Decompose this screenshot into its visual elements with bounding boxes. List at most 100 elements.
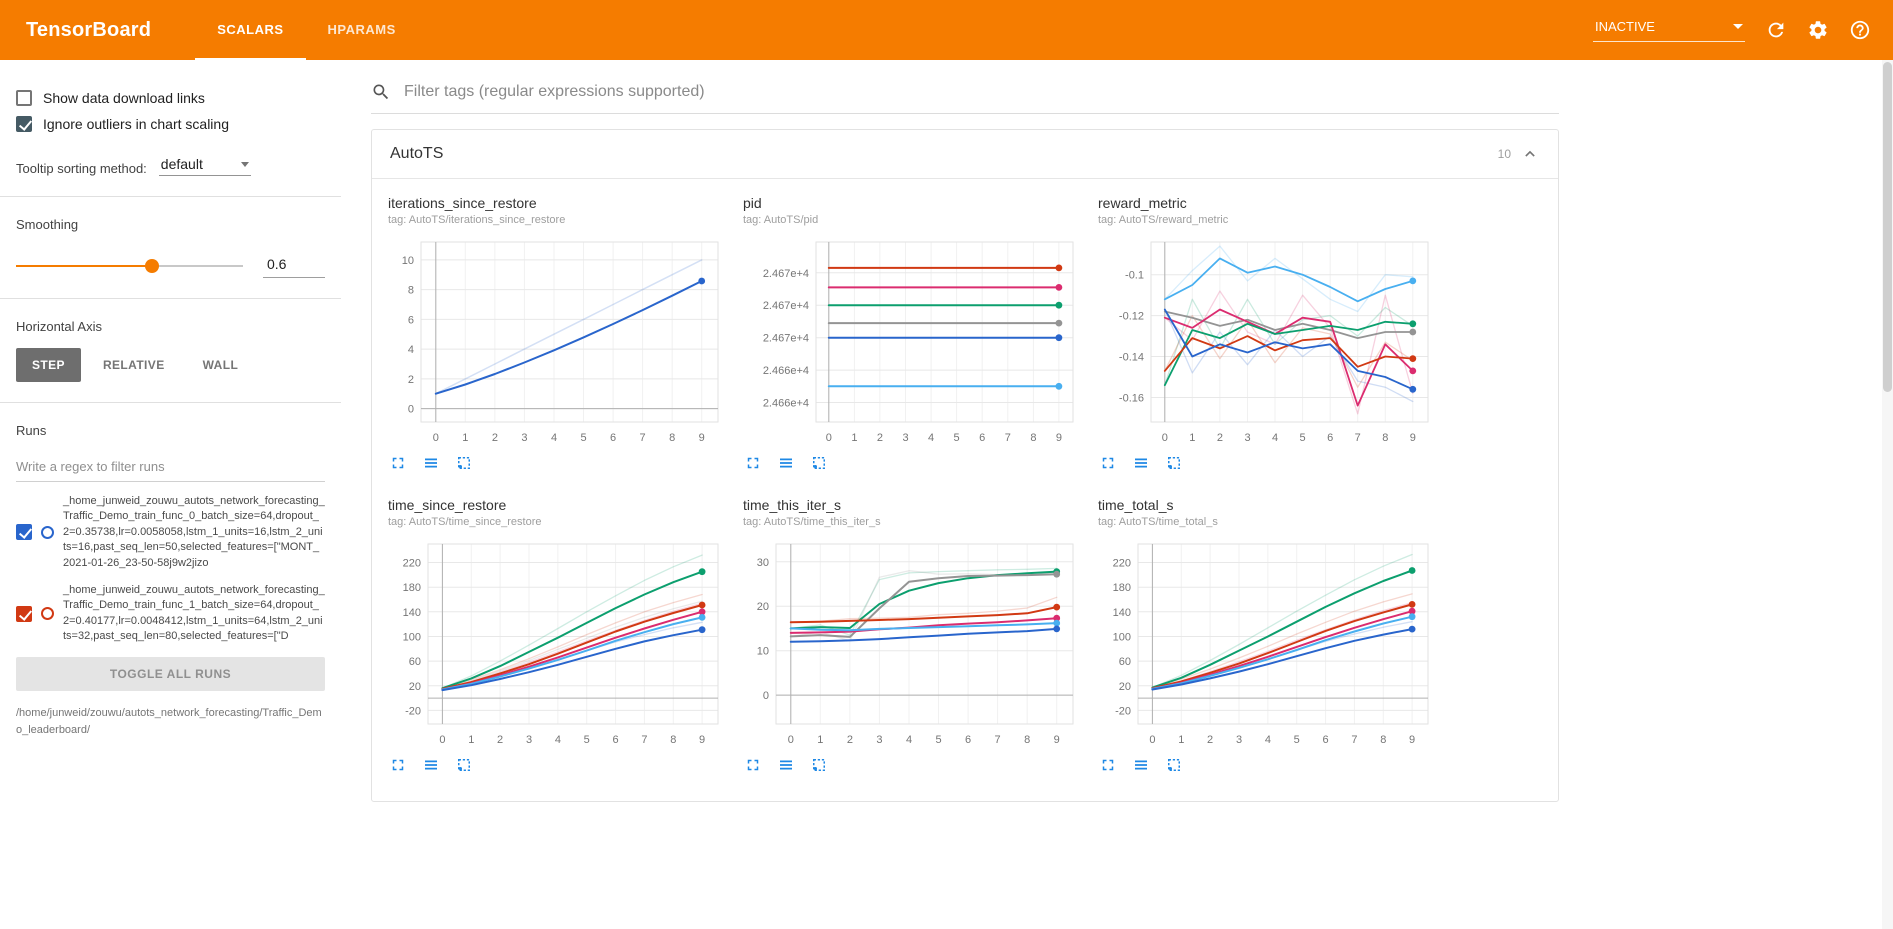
- chart-canvas[interactable]: 0 1 2 3 4 5 6 7 8 9 2.467e+4 2.467e+4 2.467e+4 2.466e…: [743, 236, 1083, 448]
- svg-text:8: 8: [669, 432, 675, 444]
- chart-actions: [1098, 755, 1443, 775]
- expand-chart-button[interactable]: [1098, 453, 1118, 473]
- svg-text:1: 1: [851, 432, 857, 444]
- chart-card: iterations_since_restore tag: AutoTS/ite…: [388, 195, 733, 473]
- runs-filter-input[interactable]: [16, 452, 325, 482]
- chart-canvas[interactable]: 0 1 2 3 4 5 6 7 8 9 -20 20 60 100 140 180 220: [388, 538, 728, 750]
- fit-domain-button[interactable]: [1164, 755, 1184, 775]
- svg-text:1: 1: [462, 432, 468, 444]
- svg-text:8: 8: [1380, 734, 1386, 746]
- run-selector-button[interactable]: [1131, 453, 1151, 473]
- dashboard-main: AutoTS 10 iterations_since_restore tag: …: [341, 60, 1893, 929]
- axis-step-button[interactable]: STEP: [16, 348, 81, 382]
- smoothing-value-input[interactable]: 0.6: [263, 254, 325, 278]
- show-download-links-row[interactable]: Show data download links: [16, 90, 325, 106]
- main-tabs: SCALARS HPARAMS: [195, 0, 418, 60]
- smoothing-slider[interactable]: [16, 259, 243, 273]
- run-selector-button[interactable]: [776, 755, 796, 775]
- fit-domain-button[interactable]: [809, 755, 829, 775]
- axis-relative-button[interactable]: RELATIVE: [87, 348, 181, 382]
- tooltip-sorting-select[interactable]: default: [158, 156, 251, 176]
- tab-hparams[interactable]: HPARAMS: [327, 21, 396, 37]
- svg-text:8: 8: [1030, 432, 1036, 444]
- run-selector-button[interactable]: [421, 755, 441, 775]
- category-card-autots: AutoTS 10 iterations_since_restore tag: …: [371, 129, 1559, 802]
- refresh-icon: [1768, 22, 1784, 38]
- svg-text:0: 0: [1162, 432, 1168, 444]
- svg-text:0: 0: [763, 690, 769, 702]
- toggle-all-runs-button[interactable]: TOGGLE ALL RUNS: [16, 656, 325, 691]
- svg-text:4: 4: [928, 432, 934, 444]
- category-card-header[interactable]: AutoTS 10: [372, 130, 1558, 179]
- run-radio[interactable]: [41, 607, 54, 621]
- expand-chart-button[interactable]: [743, 755, 763, 775]
- ignore-outliers-checkbox[interactable]: [16, 116, 32, 132]
- svg-text:9: 9: [1409, 734, 1415, 746]
- expand-icon: [747, 457, 759, 469]
- scrollbar-thumb[interactable]: [1883, 62, 1892, 392]
- vertical-scrollbar[interactable]: [1882, 60, 1893, 929]
- show-download-links-checkbox[interactable]: [16, 90, 32, 106]
- svg-text:4: 4: [906, 734, 912, 746]
- axis-wall-button[interactable]: WALL: [187, 348, 255, 382]
- svg-text:1: 1: [1189, 432, 1195, 444]
- svg-text:0: 0: [826, 432, 832, 444]
- expand-chart-button[interactable]: [388, 453, 408, 473]
- run-checkbox[interactable]: [16, 524, 32, 541]
- lines-icon: [425, 760, 437, 770]
- svg-text:4: 4: [1272, 432, 1278, 444]
- svg-text:2: 2: [847, 734, 853, 746]
- divider: [0, 196, 341, 197]
- refresh-button[interactable]: [1765, 19, 1787, 41]
- settings-sidebar: Show data download links Ignore outliers…: [0, 60, 341, 929]
- chevron-down-icon: [240, 161, 249, 167]
- svg-text:2.467e+4: 2.467e+4: [763, 300, 809, 312]
- run-selector-button[interactable]: [1131, 755, 1151, 775]
- run-name: _home_junweid_zouwu_autots_network_forec…: [63, 495, 325, 569]
- chart-canvas[interactable]: 0 1 2 3 4 5 6 7 8 9 0 10 20 30: [743, 538, 1083, 750]
- ignore-outliers-row[interactable]: Ignore outliers in chart scaling: [16, 116, 325, 132]
- chart-canvas[interactable]: 0 1 2 3 4 5 6 7 8 9 0 2 4 6 8 10: [388, 236, 728, 448]
- fit-domain-button[interactable]: [454, 755, 474, 775]
- run-selector-button[interactable]: [421, 453, 441, 473]
- chart-canvas[interactable]: 0 1 2 3 4 5 6 7 8 9 -0.1 -0.12 -0.14 -0.16: [1098, 236, 1438, 448]
- fit-domain-button[interactable]: [454, 453, 474, 473]
- smoothing-slider-thumb[interactable]: [145, 259, 160, 273]
- tag-filter-row: [371, 82, 1559, 114]
- fit-domain-button[interactable]: [1164, 453, 1184, 473]
- svg-text:9: 9: [1410, 432, 1416, 444]
- tab-scalars[interactable]: SCALARS: [195, 0, 306, 60]
- run-checkbox[interactable]: [16, 605, 32, 622]
- fit-domain-button[interactable]: [809, 453, 829, 473]
- svg-text:2: 2: [1207, 734, 1213, 746]
- chart-card: reward_metric tag: AutoTS/reward_metric …: [1098, 195, 1443, 473]
- svg-text:3: 3: [902, 432, 908, 444]
- expand-chart-button[interactable]: [1098, 755, 1118, 775]
- chart-canvas[interactable]: 0 1 2 3 4 5 6 7 8 9 -20 20 60 100 140 180 220: [1098, 538, 1438, 750]
- svg-text:7: 7: [1355, 432, 1361, 444]
- svg-text:4: 4: [555, 734, 561, 746]
- run-selector-button[interactable]: [776, 453, 796, 473]
- svg-text:0: 0: [788, 734, 794, 746]
- tag-filter-input[interactable]: [404, 83, 1559, 101]
- svg-text:5: 5: [1294, 734, 1300, 746]
- help-button[interactable]: [1849, 19, 1871, 41]
- svg-text:5: 5: [954, 432, 960, 444]
- lines-icon: [1135, 760, 1147, 770]
- svg-text:10: 10: [757, 646, 769, 658]
- svg-text:8: 8: [1382, 432, 1388, 444]
- chevron-up-icon[interactable]: [1520, 144, 1540, 164]
- expand-icon: [1102, 759, 1114, 771]
- chart-title: reward_metric: [1098, 195, 1187, 211]
- settings-button[interactable]: [1807, 19, 1829, 41]
- svg-text:6: 6: [965, 734, 971, 746]
- status-dropdown[interactable]: INACTIVE: [1593, 19, 1745, 42]
- expand-chart-button[interactable]: [743, 453, 763, 473]
- expand-chart-button[interactable]: [388, 755, 408, 775]
- svg-text:100: 100: [403, 632, 421, 644]
- chart-title: time_total_s: [1098, 497, 1174, 513]
- fit-domain-icon: [813, 457, 825, 469]
- svg-text:2.467e+4: 2.467e+4: [763, 268, 809, 280]
- run-radio[interactable]: [41, 525, 54, 539]
- app-header: TensorBoard SCALARS HPARAMS INACTIVE: [0, 0, 1893, 60]
